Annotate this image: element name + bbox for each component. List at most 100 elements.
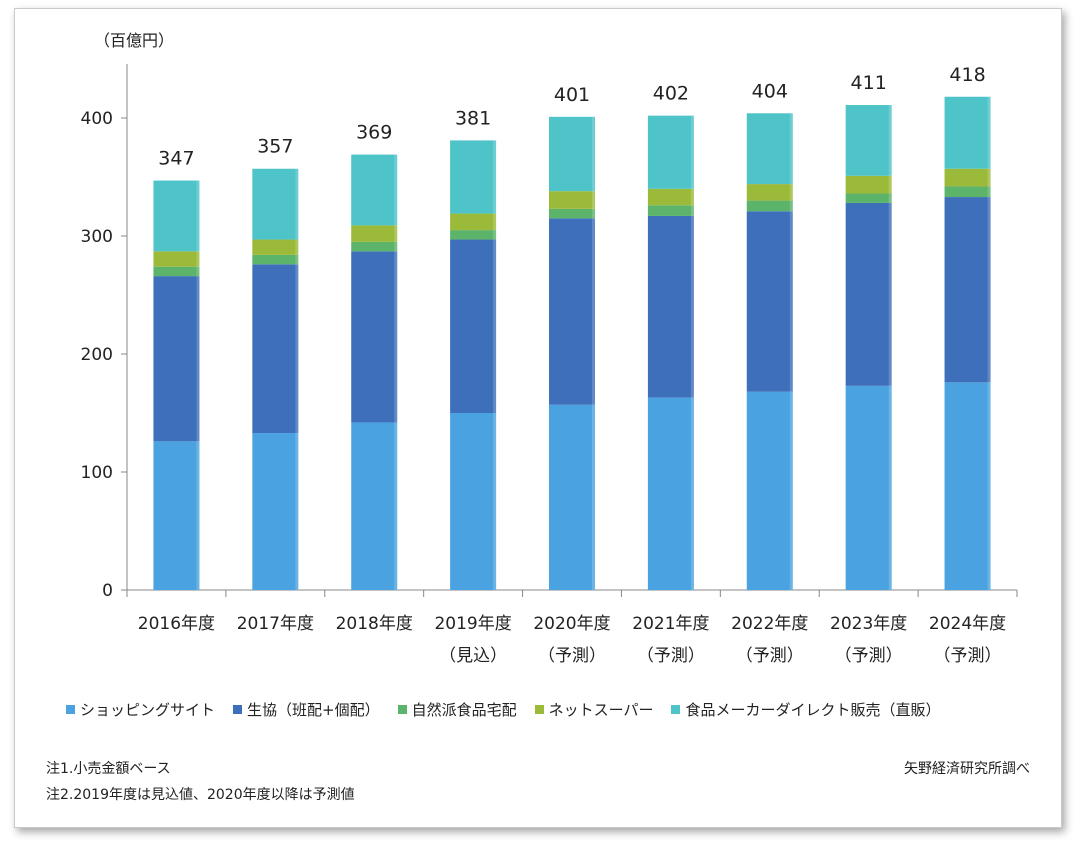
bar-segment [845, 105, 892, 176]
x-tick-label: 2020年度 [533, 614, 610, 634]
legend-item: 自然派食品宅配 [397, 699, 517, 720]
bar-total-label: 381 [455, 107, 491, 129]
bar-segment [351, 225, 398, 242]
bar-segment [944, 168, 991, 187]
y-unit-label: （百億円） [94, 31, 174, 50]
bar-segment [450, 140, 497, 214]
legend-swatch [66, 705, 75, 714]
bar-segment [845, 202, 892, 386]
bar-segment [746, 211, 793, 392]
legend-item: 生協（班配+個配） [233, 699, 380, 720]
legend-item: ショッピングサイト [66, 699, 215, 720]
bar-segment [549, 404, 595, 590]
bar-segment [944, 197, 991, 383]
legend-swatch [671, 705, 681, 714]
bar-segment [450, 239, 497, 413]
x-tick-label: 2016年度 [138, 614, 215, 634]
bar-segment [647, 205, 694, 216]
x-tick-label: 2023年度 [830, 614, 907, 634]
bar-total-label: 418 [949, 64, 985, 86]
x-tick-sublabel: （予測） [538, 646, 606, 666]
y-tick-label: 400 [81, 109, 113, 129]
bar-highlight [690, 115, 694, 590]
bar-segment [549, 208, 595, 219]
bar-segment [351, 154, 398, 226]
x-tick-label: 2021年度 [632, 614, 709, 634]
x-tick-sublabel: （予測） [736, 646, 804, 666]
legend-label: ショッピングサイト [80, 701, 216, 719]
bar-segment [153, 441, 200, 590]
note-2: 注2.2019年度は見込値、2020年度以降は予測値 [46, 787, 355, 803]
x-tick-label: 2024年度 [929, 614, 1006, 634]
legend-label: 自然派食品宅配 [411, 701, 517, 719]
legend-item: 食品メーカーダイレクト販売（直販） [671, 699, 940, 720]
legend-label: ネットスーパー [548, 701, 654, 719]
legend-swatch [534, 705, 544, 714]
bar-segment [153, 180, 200, 252]
legend-item: ネットスーパー [534, 699, 654, 720]
bar-segment [746, 391, 793, 590]
bar-total-label: 402 [653, 83, 689, 105]
bar-highlight [987, 96, 991, 590]
source-note: 矢野経済研究所調べ [904, 761, 1030, 777]
x-tick-sublabel: （予測） [637, 646, 705, 666]
bar-total-label: 357 [257, 136, 293, 158]
bar-segment [153, 276, 200, 442]
bar-total-label: 411 [851, 72, 887, 94]
y-tick-label: 100 [81, 463, 113, 483]
y-tick-label: 0 [102, 581, 113, 601]
y-tick-label: 200 [81, 345, 113, 365]
bar-segment [252, 264, 299, 434]
x-tick-sublabel: （予測） [835, 646, 903, 666]
bar-highlight [493, 140, 497, 591]
bar-segment [746, 184, 793, 201]
bar-segment [549, 116, 595, 192]
bar-segment [647, 188, 694, 206]
bar-highlight [295, 168, 299, 591]
bar-segment [351, 241, 398, 252]
legend-swatch [397, 705, 407, 714]
bar-segment [944, 96, 991, 169]
bar-segment [351, 422, 398, 590]
bar-highlight [394, 154, 398, 590]
legend-label: 生協（班配+個配） [247, 701, 380, 719]
bar-segment [351, 251, 398, 423]
bar-segment [845, 193, 892, 203]
bar-segment [252, 254, 299, 265]
bar-highlight [789, 113, 793, 590]
bar-highlight [196, 180, 200, 591]
bar-segment [252, 433, 299, 590]
bar-segment [450, 213, 497, 231]
legend-swatch [233, 705, 243, 714]
bar-highlight [888, 105, 892, 591]
bar-segment [549, 191, 595, 209]
bar-total-label: 404 [752, 80, 788, 102]
note-1: 注1.小売金額ベース [46, 761, 171, 777]
x-tick-sublabel: （予測） [934, 646, 1002, 666]
bar-highlight [592, 116, 595, 590]
bar-segment [845, 175, 892, 194]
bar-segment [647, 115, 694, 189]
y-tick-label: 300 [81, 227, 113, 247]
stacked-bar-chart: （百億円） 0 100 200 300 400 347 2016年度 357 2017年度 36… [81, 31, 1018, 666]
bar-segment [647, 397, 694, 590]
bar-total-label: 369 [356, 122, 392, 144]
legend-label: 食品メーカーダイレクト販売（直販） [685, 701, 941, 719]
bar-segment [450, 230, 497, 240]
bar-segment [647, 215, 694, 398]
bar-total-label: 401 [554, 84, 590, 106]
bar-segment [153, 266, 200, 277]
bar-segment [746, 113, 793, 185]
x-tick-label: 2022年度 [731, 614, 808, 634]
bar-segment [549, 218, 595, 405]
bar-segment [450, 413, 497, 590]
x-tick-label: 2017年度 [237, 614, 314, 634]
bar-segment [944, 382, 991, 590]
bar-segment [252, 239, 299, 255]
bar-segment [944, 186, 991, 198]
bar-segment [153, 251, 200, 267]
x-tick-label: 2019年度 [434, 614, 511, 634]
x-tick-sublabel: （見込） [439, 646, 507, 666]
bar-total-label: 347 [158, 148, 194, 170]
bar-segment [252, 168, 299, 240]
